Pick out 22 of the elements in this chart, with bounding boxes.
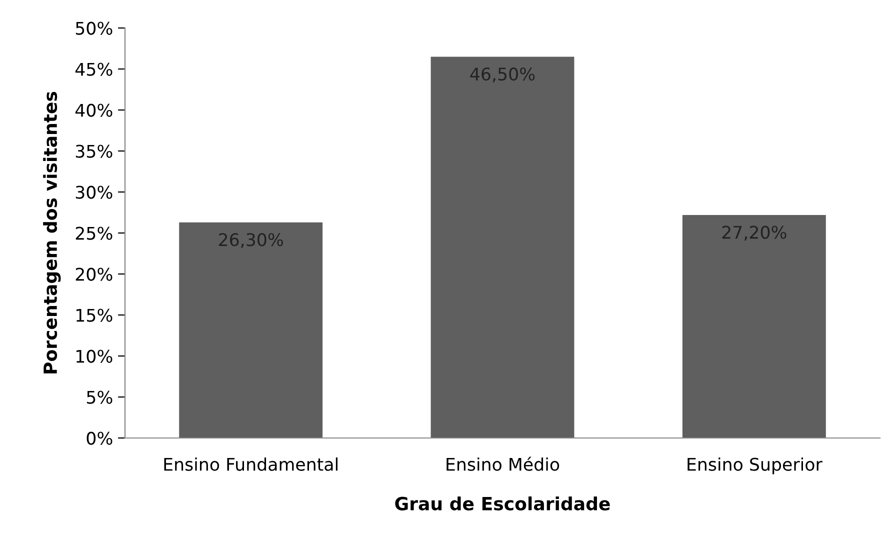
bar [682,214,826,438]
y-tick-label: 5% [86,390,112,404]
x-axis-title: Grau de Escolaridade [395,496,610,510]
y-tick-label: 10% [76,350,112,363]
y-tick-label: 45% [75,62,112,76]
x-tick-label: Ensino Médio [446,456,560,471]
bar [179,222,323,438]
y-tick-label: 20% [76,268,112,281]
y-tick-label: 40% [75,104,112,117]
y-tick-label: 35% [76,144,112,158]
data-label: 27,20% [722,226,786,241]
y-tick-label: 30% [76,186,112,199]
x-tick-label: Ensino Superior [688,457,822,474]
y-tick-label: 15% [76,308,112,322]
y-axis-title: Porcentagem dos visitantes [43,92,61,374]
y-tick-label: 50% [76,22,112,35]
y-tick-label: 25% [76,226,112,240]
data-label: 26,30% [219,233,283,248]
x-tick-label: Ensino Fundamental [164,457,338,471]
bar [430,56,574,438]
y-tick-label: 0% [86,432,112,445]
data-label: 46,50% [470,67,535,82]
